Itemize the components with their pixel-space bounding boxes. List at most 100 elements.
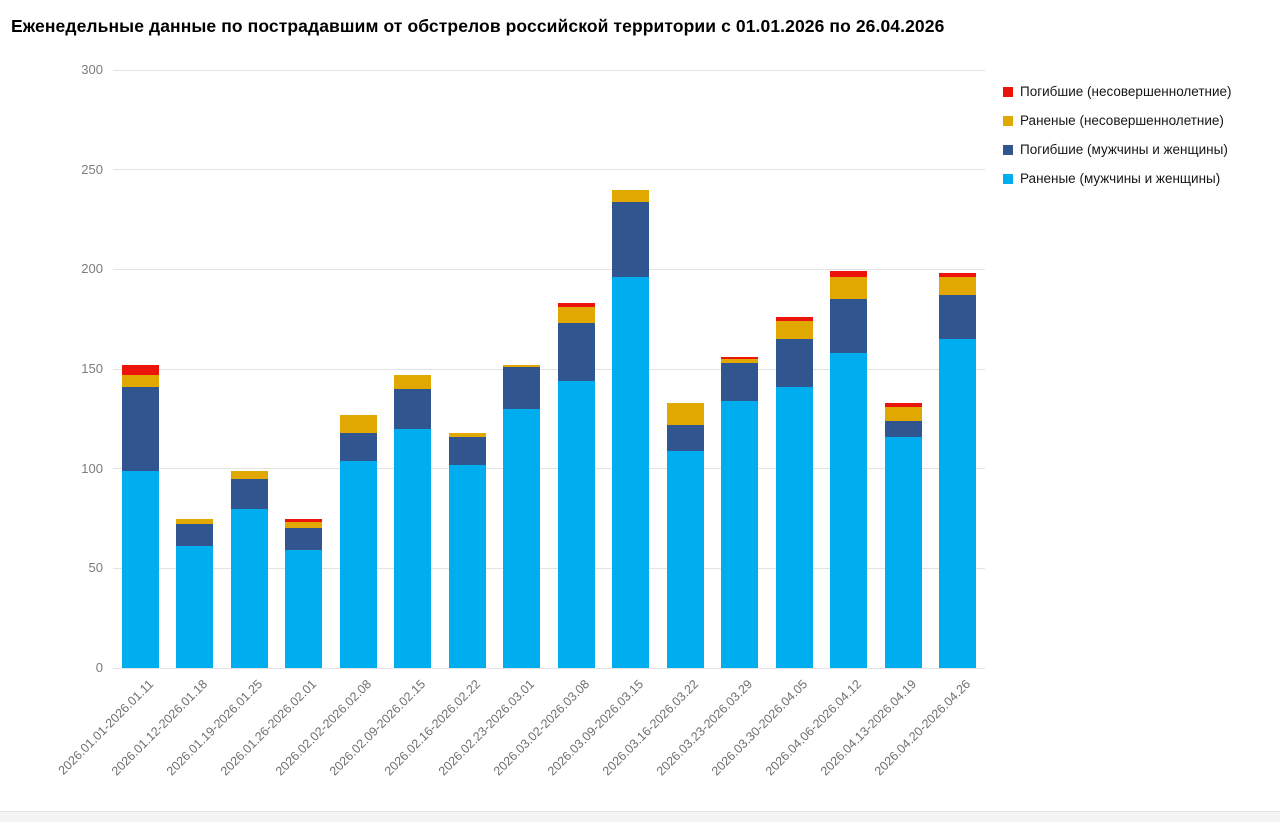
footer-strip xyxy=(0,811,1280,822)
bar-segment xyxy=(121,386,159,471)
bar-segment xyxy=(176,546,214,668)
legend-color-swatch xyxy=(1003,144,1013,155)
bar-segment xyxy=(666,424,704,451)
bar-segment xyxy=(612,277,650,668)
legend-item-label: Погибшие (несовершеннолетние) xyxy=(1020,84,1232,99)
bar-segment xyxy=(121,470,159,668)
x-tick-label: 2026.02.09-2026.02.15 xyxy=(327,677,429,779)
x-tick-label: 2026.03.23-2026.03.29 xyxy=(654,677,756,779)
y-tick-label: 200 xyxy=(81,261,103,277)
bar-segment xyxy=(830,271,868,278)
x-tick-label: 2026.02.02-2026.02.08 xyxy=(272,677,375,779)
y-tick-label: 0 xyxy=(95,660,103,675)
gridline-y-50 xyxy=(113,567,985,569)
bar-segment xyxy=(339,460,377,668)
bar-segment xyxy=(285,522,323,529)
bar-segment xyxy=(448,464,486,668)
bar-segment xyxy=(939,273,977,278)
bar-segment xyxy=(721,357,759,360)
bar-segment xyxy=(775,339,813,387)
bar-segment xyxy=(121,374,159,387)
bar-segment xyxy=(557,307,595,324)
bar-segment xyxy=(394,374,432,389)
bar-segment xyxy=(557,380,595,668)
bar-segment xyxy=(884,420,922,437)
bar-segment xyxy=(775,317,813,322)
x-tick-label: 2026.04.13-2026.04.19 xyxy=(817,677,920,779)
legend: Погибшие (несовершеннолетние) Раненые (не… xyxy=(1003,84,1232,186)
bar-segment xyxy=(448,432,486,437)
legend-item-label: Раненые (мужчины и женщины) xyxy=(1020,171,1221,186)
bar-segment xyxy=(503,408,541,668)
chart-title: Еженедельные данные по пострадавшим от о… xyxy=(11,16,945,36)
bar-segment xyxy=(285,518,323,523)
bar-segment xyxy=(830,353,868,668)
gridline-y-100 xyxy=(113,468,985,470)
bar-segment xyxy=(176,524,214,547)
bar-segment xyxy=(394,388,432,429)
bar-segment xyxy=(230,508,268,668)
bar-segment xyxy=(339,414,377,433)
bar-segment xyxy=(285,550,323,668)
bar-segment xyxy=(230,470,268,479)
bar-segment xyxy=(285,528,323,551)
x-tick-label: 2026.01.01-2026.01.11 xyxy=(55,677,157,778)
gridline-y-250 xyxy=(113,169,985,171)
bar-segment xyxy=(557,323,595,381)
x-tick-label: 2026.01.19-2026.01.25 xyxy=(163,677,266,779)
x-tick-label: 2026.01.26-2026.02.01 xyxy=(218,677,320,779)
bar-segment xyxy=(121,365,159,375)
bar-segment xyxy=(884,406,922,421)
bar-segment xyxy=(939,339,977,668)
legend-item-label: Раненые (несовершеннолетние) xyxy=(1020,113,1224,128)
bar-segment xyxy=(830,299,868,354)
bar-segment xyxy=(775,321,813,340)
x-tick-label: 2026.03.02-2026.03.08 xyxy=(490,677,593,779)
bar-segment xyxy=(612,189,650,202)
bar-segment xyxy=(557,303,595,308)
x-tick-label: 2026.01.12-2026.01.18 xyxy=(109,677,211,779)
x-tick-label: 2026.02.23-2026.03.01 xyxy=(436,677,538,779)
x-tick-label: 2026.02.16-2026.02.22 xyxy=(381,677,484,779)
bar-segment xyxy=(230,478,268,509)
bar-segment xyxy=(503,367,541,409)
gridline-y-150 xyxy=(113,368,985,370)
bar-segment xyxy=(448,436,486,465)
legend-item: Погибшие (мужчины и женщины) xyxy=(1003,142,1232,157)
legend-color-swatch xyxy=(1003,173,1013,184)
bar-segment xyxy=(884,436,922,668)
legend-item: Раненые (мужчины и женщины) xyxy=(1003,171,1232,186)
bar-segment xyxy=(830,277,868,300)
legend-item: Раненые (несовершеннолетние) xyxy=(1003,113,1232,128)
bar-segment xyxy=(884,402,922,407)
bar-segment xyxy=(176,518,214,525)
legend-item: Погибшие (несовершеннолетние) xyxy=(1003,84,1232,99)
bar-segment xyxy=(721,359,759,364)
y-tick-label: 150 xyxy=(81,361,103,376)
x-tick-label: 2026.03.16-2026.03.22 xyxy=(599,677,702,779)
bar-segment xyxy=(775,386,813,668)
legend-item-label: Погибшие (мужчины и женщины) xyxy=(1020,142,1228,157)
bar-segment xyxy=(721,363,759,401)
legend-color-swatch xyxy=(1003,115,1013,126)
y-tick-label: 250 xyxy=(81,161,103,177)
bar-segment xyxy=(666,402,704,425)
bar-segment xyxy=(939,295,977,340)
bar-segment xyxy=(612,201,650,278)
bar-segment xyxy=(503,365,541,367)
bar-segment xyxy=(394,428,432,668)
y-tick-label: 300 xyxy=(81,62,103,77)
x-tick-label: 2026.04.20-2026.04.26 xyxy=(872,677,974,779)
legend-color-swatch xyxy=(1003,86,1013,97)
x-tick-label: 2026.03.30-2026.04.05 xyxy=(708,677,811,779)
bar-segment xyxy=(939,277,977,296)
gridline-y-0 xyxy=(113,667,985,669)
y-tick-label: 50 xyxy=(88,560,103,576)
gridline-y-200 xyxy=(113,268,985,270)
x-tick-label: 2026.04.06-2026.04.12 xyxy=(763,677,865,779)
x-tick-label: 2026.03.09-2026.03.15 xyxy=(545,677,647,779)
bar-segment xyxy=(339,432,377,461)
bar-segment xyxy=(666,450,704,668)
gridline-y-300 xyxy=(113,69,985,71)
